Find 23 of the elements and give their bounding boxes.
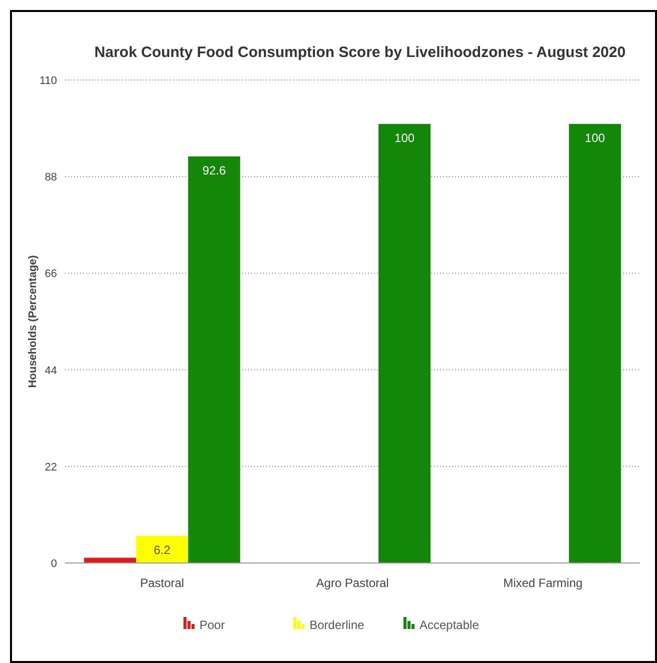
- x-tick-label: Pastoral: [140, 576, 184, 590]
- y-tick-label: 88: [44, 172, 57, 184]
- data-label: 92.6: [202, 163, 226, 178]
- bar: [136, 536, 188, 563]
- x-tick-label: Mixed Farming: [503, 576, 583, 590]
- chart-title: Narok County Food Consumption Score by Livelihoodzones - August 2020: [94, 44, 626, 61]
- y-tick-label: 44: [44, 364, 57, 377]
- y-tick-label: 22: [44, 461, 57, 474]
- bar: [568, 124, 621, 563]
- y-tick-label: 110: [39, 75, 57, 87]
- bar: [188, 156, 240, 563]
- data-label: 100: [394, 130, 415, 145]
- y-axis-title: Households (Percentage): [27, 254, 39, 388]
- data-label: 100: [584, 130, 606, 145]
- legend-label: Borderline: [310, 618, 365, 632]
- y-tick-label: 66: [44, 268, 57, 280]
- x-tick-label: Agro Pastoral: [316, 576, 389, 590]
- data-label: 6.2: [154, 542, 171, 557]
- legend-label: Acceptable: [420, 618, 480, 632]
- bar: [84, 558, 136, 563]
- y-tick-label: 0: [50, 558, 57, 570]
- legend-label: Poor: [200, 618, 225, 632]
- bar: [378, 124, 431, 563]
